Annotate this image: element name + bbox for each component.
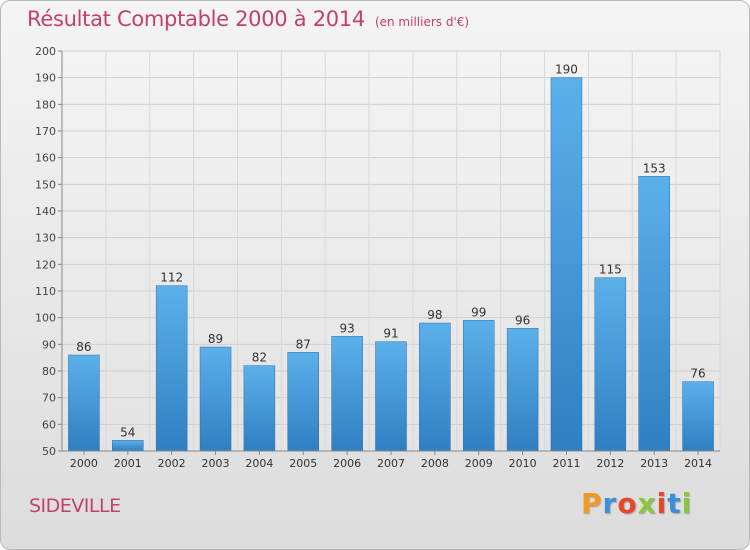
bar	[112, 440, 144, 452]
data-label: 190	[555, 63, 578, 77]
data-label: 153	[643, 161, 666, 175]
logo-letter: o	[617, 487, 638, 520]
y-tick-label: 70	[42, 392, 56, 405]
y-tick-label: 60	[42, 418, 56, 431]
x-tick-label: 2007	[377, 457, 405, 470]
bar	[331, 336, 363, 452]
chart-title: Résultat Comptable 2000 à 2014 (en millie…	[27, 7, 469, 31]
x-tick-label: 2002	[158, 457, 186, 470]
data-label: 87	[296, 337, 311, 351]
data-label: 96	[515, 313, 530, 327]
commune-name: SIDEVILLE	[29, 495, 121, 517]
y-tick-label: 140	[35, 205, 56, 218]
data-label: 82	[252, 351, 267, 365]
bar	[638, 176, 670, 452]
bar	[550, 77, 583, 452]
x-tick-label: 2010	[509, 457, 537, 470]
y-tick-label: 200	[35, 45, 56, 58]
bar	[375, 341, 407, 452]
x-tick-label: 2009	[465, 457, 493, 470]
data-label: 54	[120, 425, 135, 439]
data-label: 98	[427, 308, 442, 322]
x-tick-label: 2000	[70, 457, 98, 470]
bar	[682, 381, 714, 452]
bar	[287, 352, 320, 452]
data-label: 115	[599, 263, 622, 277]
y-tick-label: 120	[35, 258, 56, 271]
y-tick-label: 110	[35, 285, 56, 298]
x-tick-label: 2011	[552, 457, 580, 470]
proxiti-logo: Proxiti	[581, 487, 692, 520]
data-label: 91	[383, 327, 398, 341]
y-tick-label: 170	[35, 125, 56, 138]
data-label: 76	[690, 367, 705, 381]
bar	[419, 322, 451, 452]
y-tick-label: 50	[42, 445, 56, 458]
y-tick-label: 180	[35, 98, 56, 111]
data-label: 86	[76, 340, 91, 354]
x-tick-label: 2006	[333, 457, 361, 470]
logo-letter: t	[667, 487, 682, 520]
x-tick-label: 2012	[596, 457, 624, 470]
title-text: Résultat Comptable 2000 à 2014	[27, 7, 365, 31]
x-tick-label: 2004	[245, 457, 273, 470]
bar	[243, 365, 276, 452]
y-tick-label: 150	[35, 178, 56, 191]
bar	[506, 328, 539, 452]
data-label: 93	[339, 321, 354, 335]
x-tick-label: 2008	[421, 457, 449, 470]
bar	[462, 320, 495, 452]
x-tick-label: 2005	[289, 457, 317, 470]
logo-letter: r	[602, 487, 618, 520]
data-label: 89	[208, 332, 223, 346]
bar	[68, 354, 100, 452]
y-tick-label: 130	[35, 232, 56, 245]
x-tick-label: 2013	[640, 457, 668, 470]
bar	[155, 285, 188, 452]
logo-letter: P	[581, 487, 603, 520]
bar	[199, 346, 232, 452]
data-label: 112	[160, 271, 183, 285]
y-tick-label: 160	[35, 152, 56, 165]
y-tick-label: 100	[35, 312, 56, 325]
value-labels: 86 54 112 89 82 87 93 91 98 99 96 190 115 153 76	[76, 63, 705, 440]
logo-letter: x	[637, 487, 657, 520]
bar	[594, 277, 627, 452]
logo-letter: i	[681, 487, 693, 520]
x-tick-label: 2001	[114, 457, 142, 470]
y-tick-label: 80	[42, 365, 56, 378]
axes: 50 60 70 80 90 100 110 120 130 140 150 160 170 180 190…	[35, 45, 720, 470]
y-tick-label: 90	[42, 338, 56, 351]
x-tick-label: 2014	[684, 457, 712, 470]
data-label: 99	[471, 305, 486, 319]
unit-label: (en milliers d'€)	[374, 15, 470, 29]
y-tick-label: 190	[35, 72, 56, 85]
bars	[68, 77, 714, 452]
logo-letter: i	[656, 487, 668, 520]
x-tick-label: 2003	[202, 457, 230, 470]
